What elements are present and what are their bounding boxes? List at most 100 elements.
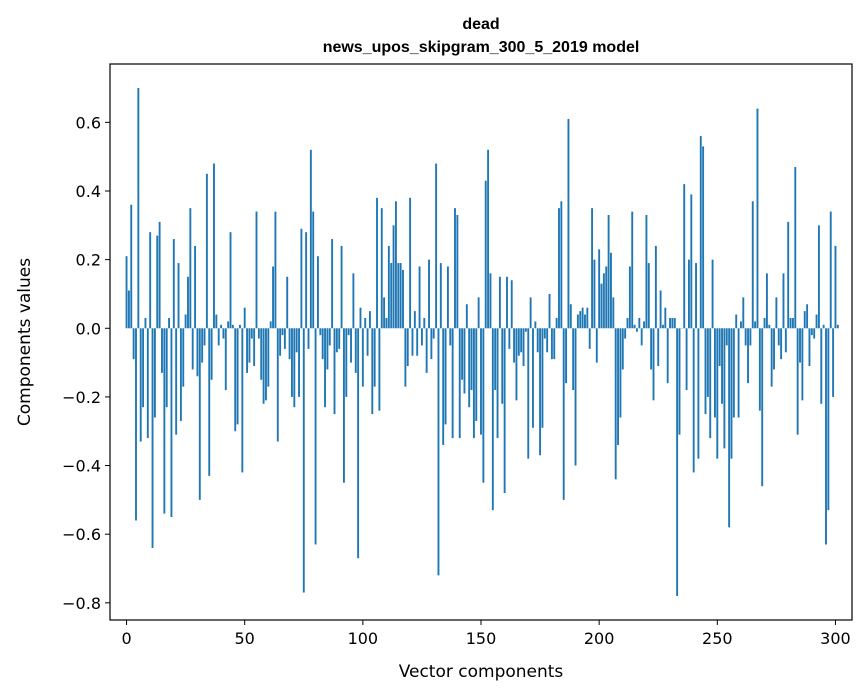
x-tick-label: 200 <box>584 629 615 648</box>
bar-component-99 <box>359 307 362 329</box>
bar-component-283 <box>794 166 797 329</box>
bar-component-3 <box>132 328 135 360</box>
bar-component-153 <box>487 149 490 329</box>
bar-component-133 <box>439 263 442 329</box>
bar-component-17 <box>165 328 168 408</box>
bar-component-15 <box>161 328 163 373</box>
bar-component-58 <box>262 328 265 404</box>
bar-component-51 <box>246 328 248 373</box>
bar-component-299 <box>832 328 835 397</box>
bar-component-113 <box>392 225 395 329</box>
bar-component-62 <box>272 266 274 329</box>
bar-component-231 <box>671 317 674 329</box>
bar-component-121 <box>411 328 414 356</box>
bar-component-164 <box>513 328 516 363</box>
bar-component-57 <box>260 328 263 380</box>
y-tick-label: −0.6 <box>62 525 101 544</box>
bar-component-252 <box>721 328 723 404</box>
chart-subtitle: news_upos_skipgram_300_5_2019 model <box>323 39 640 56</box>
bar-component-86 <box>328 328 331 346</box>
bar-component-238 <box>688 259 690 329</box>
bar-component-118 <box>404 328 407 387</box>
bar-component-96 <box>352 273 355 329</box>
bar-component-300 <box>834 245 837 329</box>
bar-component-219 <box>643 321 645 329</box>
bar-component-178 <box>546 328 549 353</box>
bar-component-293 <box>817 225 820 329</box>
bar-component-228 <box>664 307 667 329</box>
bar-component-110 <box>385 317 388 329</box>
bar-component-19 <box>170 328 173 518</box>
bar-component-287 <box>803 311 806 329</box>
bar-component-149 <box>477 297 480 329</box>
bar-component-21 <box>175 328 178 435</box>
bar-component-184 <box>560 201 563 329</box>
bar-component-10 <box>149 232 152 329</box>
bar-component-0 <box>125 256 128 329</box>
bar-component-27 <box>189 208 192 329</box>
bar-component-100 <box>361 328 364 387</box>
bar-component-148 <box>475 328 478 421</box>
bar-component-248 <box>711 259 714 329</box>
bar-component-125 <box>420 328 423 346</box>
bar-component-94 <box>347 328 350 336</box>
bar-component-41 <box>222 328 225 339</box>
bar-component-93 <box>345 328 348 397</box>
bar-component-232 <box>673 317 676 329</box>
bar-component-277 <box>780 328 783 360</box>
bar-component-114 <box>394 201 397 329</box>
bar-component-179 <box>548 293 551 329</box>
bar-component-183 <box>558 208 560 329</box>
bar-component-290 <box>810 328 813 336</box>
bar-component-71 <box>293 328 296 408</box>
bar-component-97 <box>354 328 357 373</box>
bar-component-246 <box>706 328 709 397</box>
bar-component-261 <box>742 297 745 329</box>
bar-component-225 <box>657 328 660 367</box>
bar-component-124 <box>418 266 421 329</box>
bar-component-173 <box>534 321 537 329</box>
x-tick-label: 50 <box>235 629 255 648</box>
bar-component-258 <box>735 314 738 329</box>
bar-component-6 <box>139 328 142 442</box>
bar-component-240 <box>692 328 695 473</box>
bar-component-254 <box>725 328 728 346</box>
bar-component-84 <box>324 328 326 408</box>
bar-component-111 <box>387 245 390 329</box>
bar-component-131 <box>435 163 438 329</box>
bar-component-146 <box>470 328 473 391</box>
bar-component-37 <box>213 163 215 329</box>
bar-component-212 <box>626 317 629 329</box>
bar-component-257 <box>732 328 735 418</box>
bar-component-265 <box>751 201 754 329</box>
bar-component-167 <box>520 328 523 353</box>
bar-component-136 <box>446 266 449 329</box>
bar-component-220 <box>645 215 648 329</box>
bar-component-297 <box>827 328 830 511</box>
bar-component-91 <box>340 245 343 329</box>
bar-component-117 <box>402 269 404 329</box>
bar-component-269 <box>761 328 764 487</box>
bar-component-43 <box>227 321 230 329</box>
bar-component-61 <box>269 321 272 329</box>
bar-component-52 <box>248 328 251 363</box>
bar-component-47 <box>236 328 239 425</box>
bar-component-82 <box>319 328 322 336</box>
bar-component-196 <box>588 328 591 349</box>
bar-component-224 <box>654 245 657 329</box>
bar-component-188 <box>569 304 572 329</box>
bar-component-215 <box>633 324 636 329</box>
bar-component-270 <box>763 317 766 329</box>
bar-component-273 <box>770 328 773 387</box>
bar-component-20 <box>172 239 175 329</box>
bar-component-98 <box>357 328 360 559</box>
bar-component-282 <box>791 317 794 329</box>
bar-component-301 <box>836 324 839 329</box>
x-axis-ticks: 0 50 100 150 200 250 300 <box>121 620 851 648</box>
bar-component-11 <box>151 328 154 548</box>
bar-component-39 <box>217 328 220 346</box>
bar-component-142 <box>461 328 464 380</box>
bar-component-182 <box>555 317 558 329</box>
